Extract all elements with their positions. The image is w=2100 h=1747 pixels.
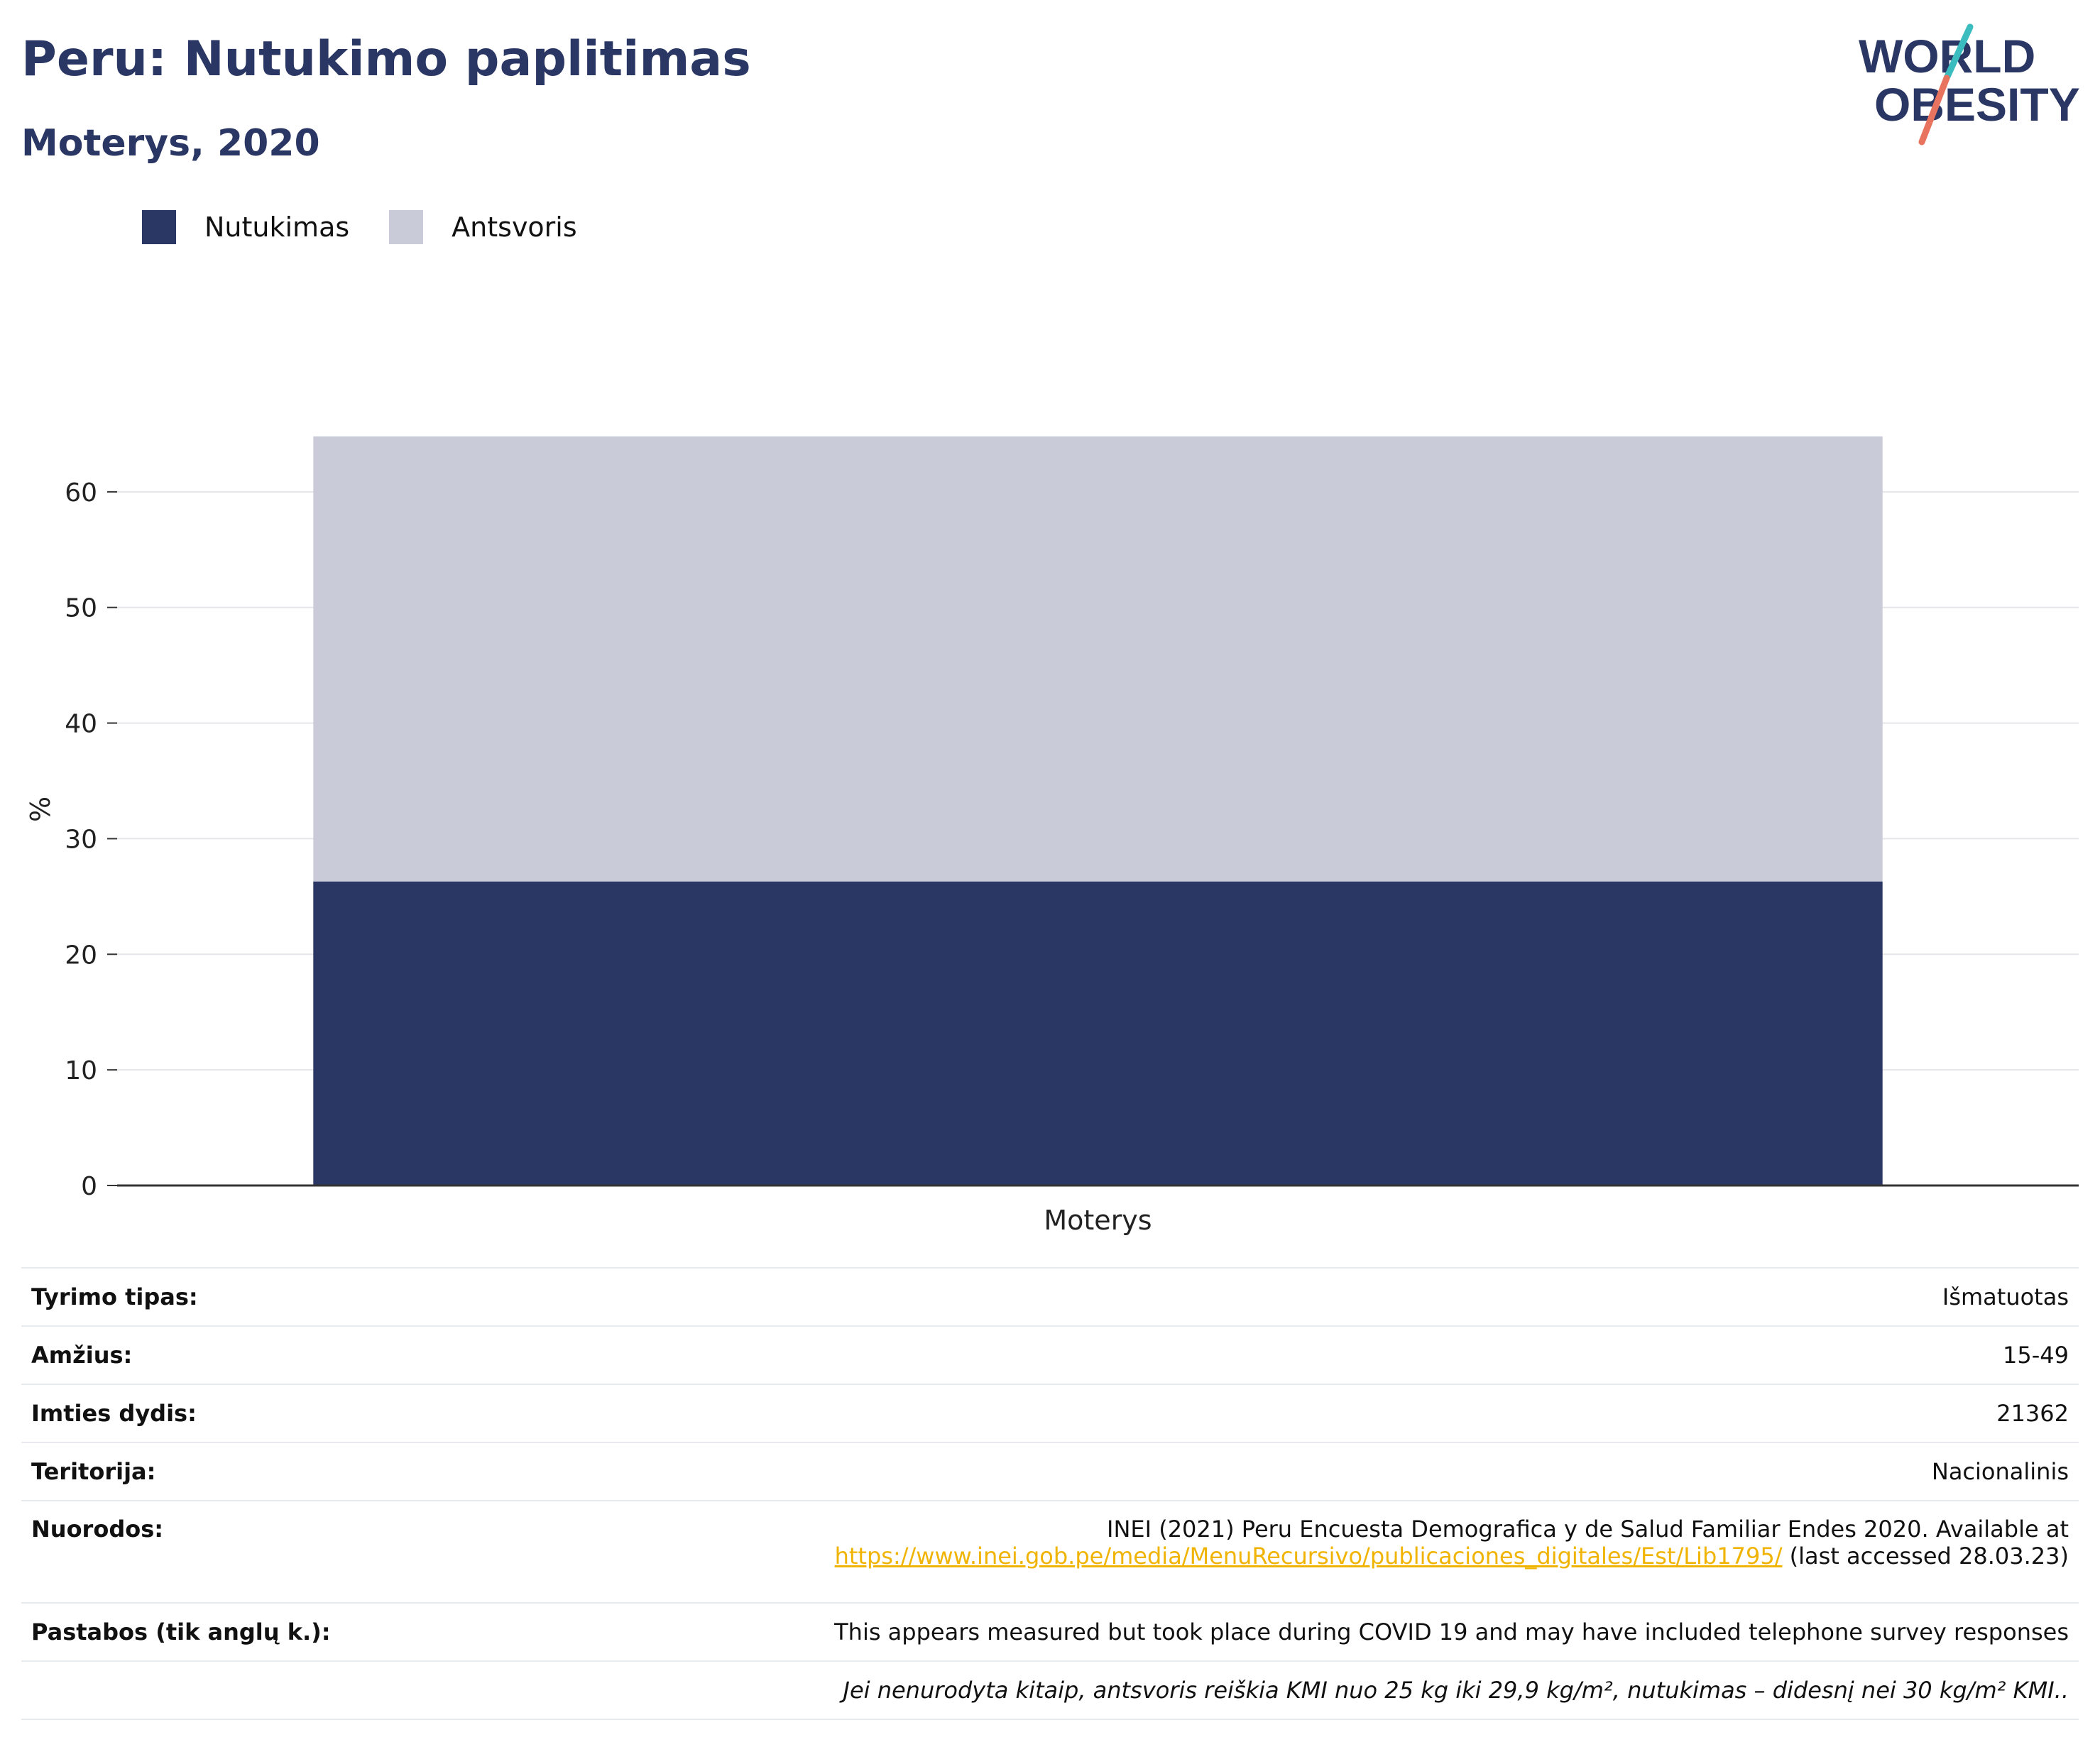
stacked-bar-chart: 0 10 20 30 40 50 60% Moterys [25,436,2079,1235]
y-tick-label-10: 10 [65,1056,97,1085]
info-row-territory: Teritorija: Nacionalinis [21,1442,2079,1501]
info-value-sample-size: 21362 [538,1384,2079,1442]
reference-suffix: (last accessed 28.03.23) [1782,1543,2069,1570]
chart-legend: Nutukimas Antsvoris [142,210,617,244]
legend-item-nutukimas[interactable]: Nutukimas [142,210,349,244]
logo-line-2: OBESITY [1874,78,2080,131]
info-row-sample-size: Imties dydis: 21362 [21,1384,2079,1442]
y-tick-label-40: 40 [65,710,97,739]
info-row-age: Amžius: 15-49 [21,1325,2079,1384]
bar-antsvoris-moterys [313,436,1883,882]
page-title: Peru: Nutukimo paplitimas [21,31,751,87]
bar-nutukimas-moterys [313,881,1883,1185]
y-tick-label-20: 20 [65,941,97,970]
logo-slash-bottom [1918,75,1950,146]
info-value-notes: This appears measured but took place dur… [538,1602,2079,1661]
info-row-notes: Pastabos (tik anglų k.): This appears me… [21,1602,2079,1661]
info-row-survey-type: Tyrimo tipas: Išmatuotas [21,1267,2079,1326]
legend-label-nutukimas: Nutukimas [204,212,350,243]
legend-item-antsvoris[interactable]: Antsvoris [389,210,577,244]
x-tick-label-moterys: Moterys [1044,1205,1152,1235]
info-label-age: Amžius: [21,1325,538,1384]
logo-slash-top [1943,23,1974,82]
world-obesity-logo: WORLD OBESITY [1859,23,2080,146]
info-label-survey-type: Tyrimo tipas: [21,1267,538,1326]
legend-label-antsvoris: Antsvoris [452,212,577,243]
page-subtitle: Moterys, 2020 [21,122,320,165]
info-row-references: Nuorodos: INEI (2021) Peru Encuesta Demo… [21,1500,2079,1603]
reference-link[interactable]: https://www.inei.gob.pe/media/MenuRecurs… [834,1543,1783,1570]
survey-info-table: Tyrimo tipas: Išmatuotas Amžius: 15-49 I… [21,1267,2079,1720]
info-value-references: INEI (2021) Peru Encuesta Demografica y … [538,1500,2079,1603]
info-footnote: Jei nenurodyta kitaip, antsvoris reiškia… [538,1660,2079,1720]
y-tick-label-60: 60 [65,478,97,508]
info-value-survey-type: Išmatuotas [538,1267,2079,1326]
legend-swatch-antsvoris [389,210,424,244]
y-tick-label-30: 30 [65,825,97,854]
info-label-references: Nuorodos: [21,1500,538,1603]
y-tick-label-0: 0 [81,1172,97,1201]
info-value-territory: Nacionalinis [538,1442,2079,1501]
legend-swatch-nutukimas [142,210,176,244]
info-label-territory: Teritorija: [21,1442,538,1501]
y-axis-label: % [25,796,56,822]
info-label-sample-size: Imties dydis: [21,1384,538,1442]
reference-text: INEI (2021) Peru Encuesta Demografica y … [1107,1516,2069,1543]
info-label-notes: Pastabos (tik anglų k.): [21,1602,538,1661]
info-row-footnote: Jei nenurodyta kitaip, antsvoris reiškia… [21,1660,2079,1720]
info-value-age: 15-49 [538,1325,2079,1384]
y-tick-label-50: 50 [65,594,97,623]
